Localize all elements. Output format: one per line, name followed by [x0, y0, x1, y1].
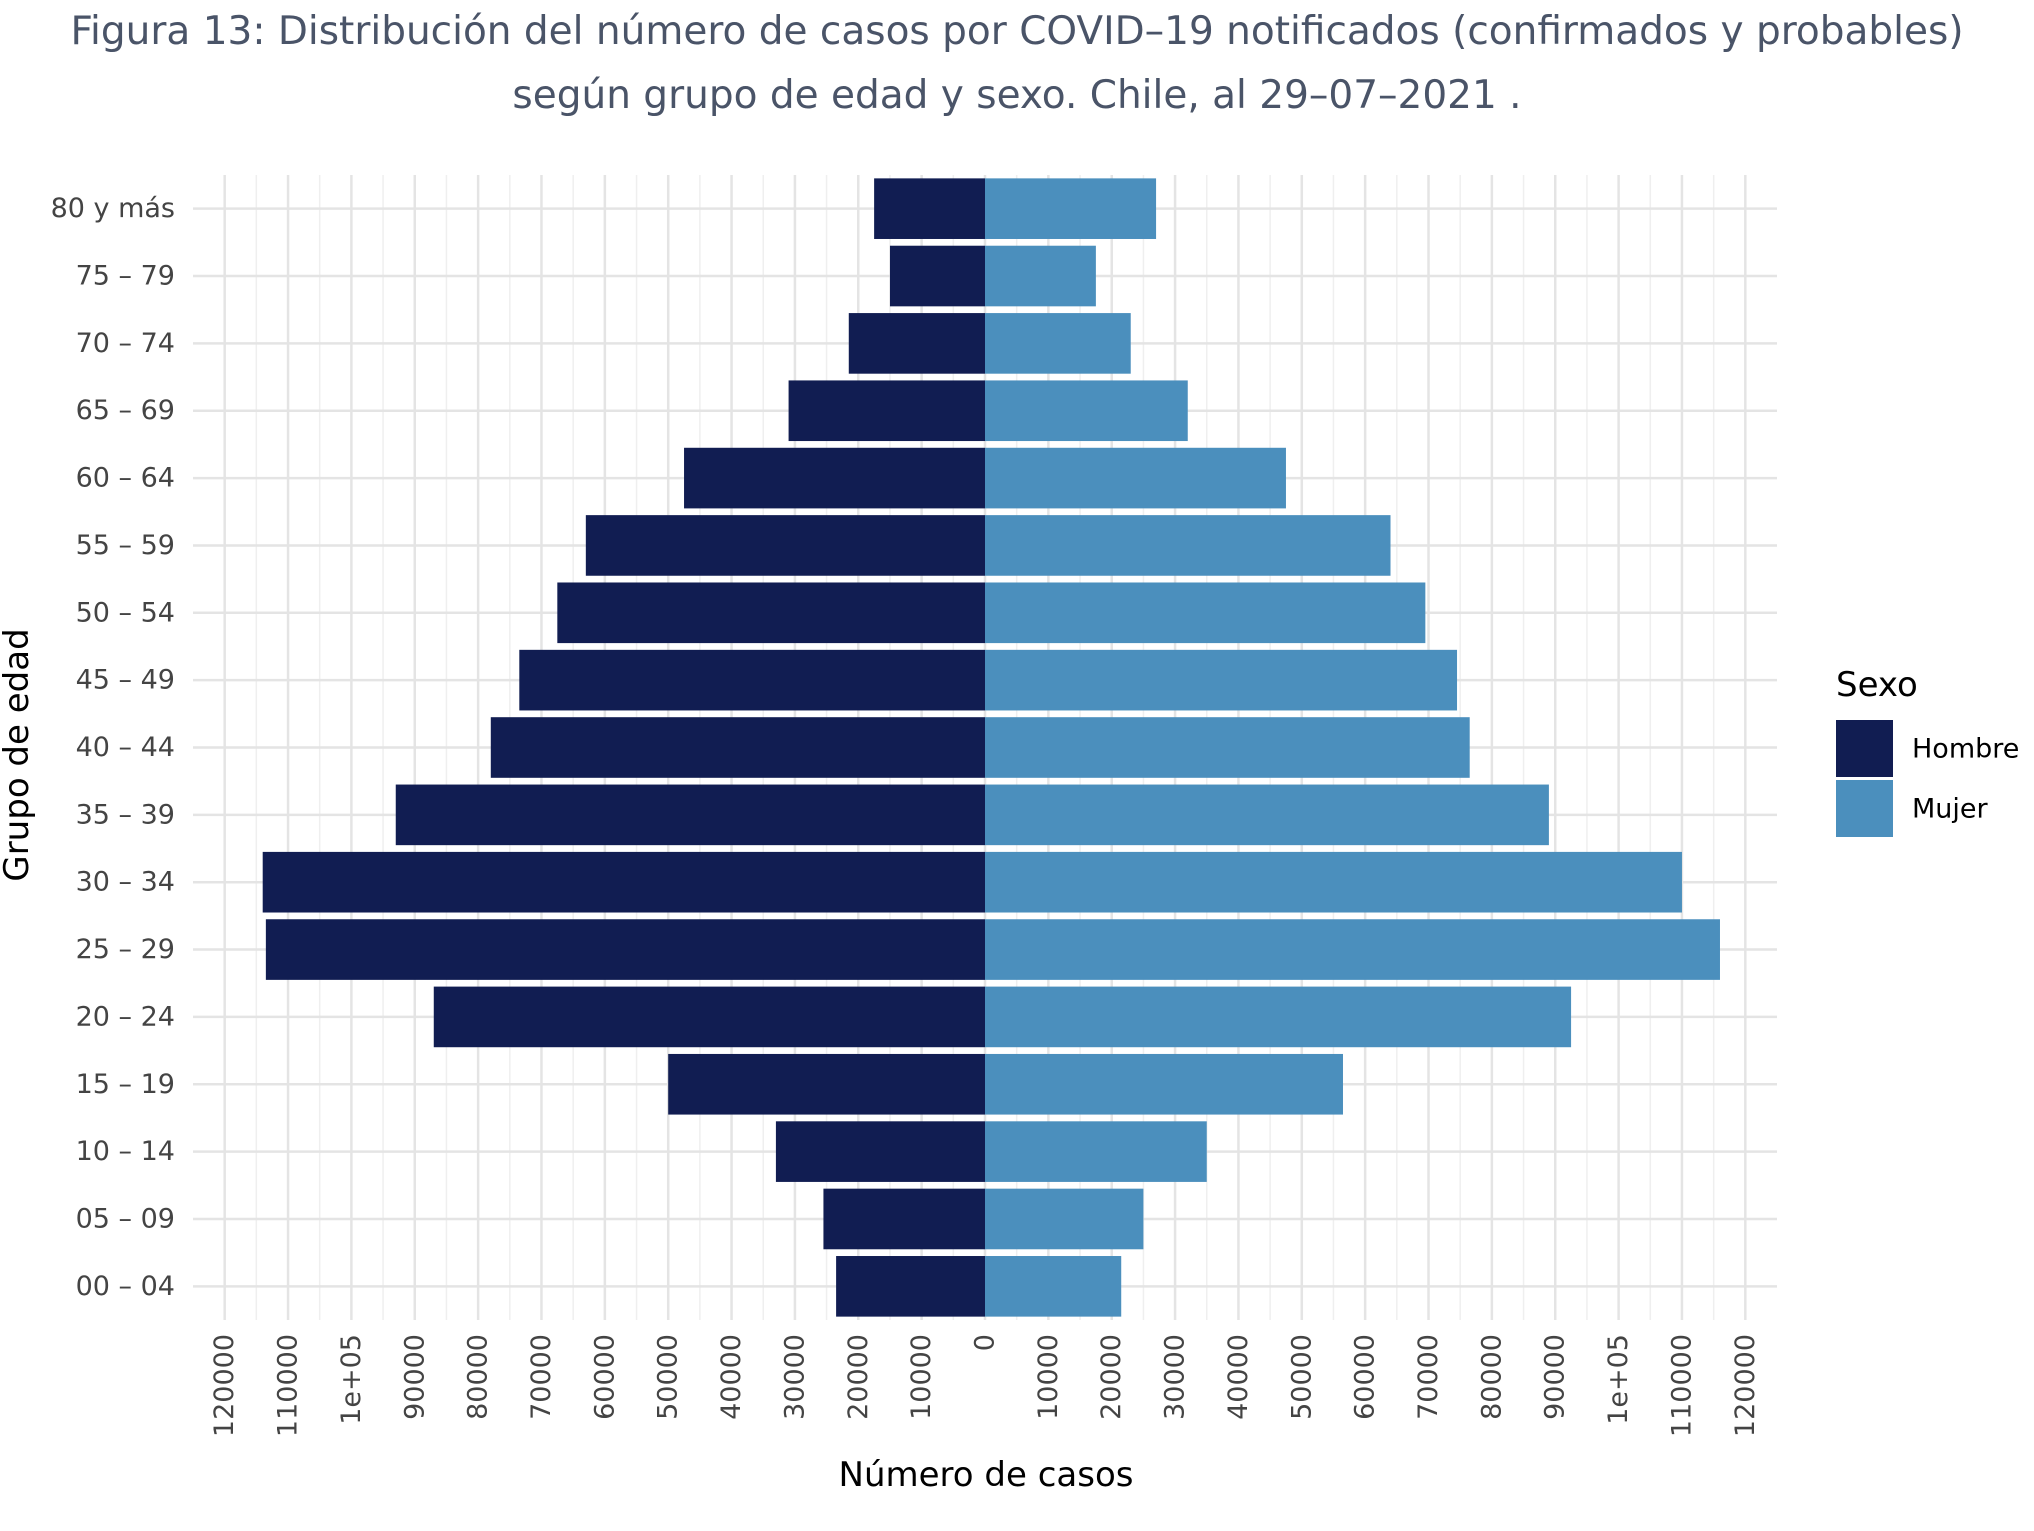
x-tick-label: 30000 — [779, 1334, 810, 1420]
y-tick-label: 55 – 59 — [76, 530, 175, 561]
y-tick-label: 70 – 74 — [76, 328, 175, 359]
bar-hombre-15 — [823, 1188, 985, 1250]
bar-hombre-13 — [668, 1053, 985, 1115]
y-tick-label: 50 – 54 — [76, 597, 175, 628]
bar-mujer-3 — [985, 380, 1188, 442]
x-tick-label: 90000 — [399, 1334, 430, 1420]
x-tick-label: 0 — [970, 1334, 1001, 1351]
bar-hombre-8 — [490, 717, 985, 778]
bar-hombre-2 — [848, 313, 985, 374]
y-tick-label: 00 – 04 — [76, 1271, 175, 1302]
bar-hombre-6 — [557, 582, 985, 644]
x-tick-label: 40000 — [1223, 1334, 1254, 1420]
legend-label-hombre: Hombre — [1912, 734, 2019, 765]
legend-swatch-mujer — [1836, 780, 1893, 837]
y-tick-label: 65 – 69 — [76, 395, 175, 426]
x-tick-label: 80000 — [463, 1334, 494, 1420]
y-tick-label: 15 – 19 — [76, 1069, 175, 1100]
bar-mujer-0 — [985, 178, 1157, 239]
bar-mujer-6 — [985, 582, 1426, 644]
x-tick-label: 20000 — [1096, 1334, 1127, 1420]
y-tick-label: 80 y más — [51, 193, 175, 224]
x-tick-label: 90000 — [1540, 1334, 1571, 1420]
bar-hombre-11 — [265, 919, 985, 980]
y-tick-label: 45 – 49 — [76, 665, 175, 696]
x-tick-label: 40000 — [716, 1334, 747, 1420]
y-tick-label: 10 – 14 — [76, 1136, 175, 1167]
bar-mujer-2 — [985, 313, 1131, 374]
legend-label-mujer: Mujer — [1912, 794, 1989, 825]
x-tick-label: 1e+05 — [336, 1334, 367, 1425]
bar-hombre-1 — [889, 245, 985, 307]
bar-hombre-16 — [836, 1256, 985, 1317]
y-axis-tick-labels: 80 y más 75 – 79 70 – 74 65 – 69 60 – 64 55 –… — [51, 193, 175, 1302]
bars — [262, 178, 1720, 1317]
x-tick-label: 120000 — [209, 1334, 240, 1437]
bar-mujer-12 — [985, 986, 1572, 1048]
bar-hombre-12 — [433, 986, 985, 1048]
x-tick-label: 60000 — [1350, 1334, 1381, 1420]
bar-mujer-14 — [985, 1121, 1207, 1182]
y-axis-label: Grupo de edad — [0, 628, 37, 881]
bar-mujer-7 — [985, 649, 1458, 711]
legend-swatch-hombre — [1836, 720, 1893, 777]
x-tick-label: 60000 — [589, 1334, 620, 1420]
bar-hombre-14 — [775, 1121, 985, 1182]
x-tick-label: 10000 — [906, 1334, 937, 1420]
bar-hombre-9 — [395, 784, 985, 846]
y-tick-label: 20 – 24 — [76, 1001, 175, 1032]
x-tick-label: 120000 — [1730, 1334, 1761, 1437]
y-tick-label: 05 – 09 — [76, 1203, 175, 1234]
bar-hombre-4 — [684, 447, 985, 509]
y-tick-label: 40 – 44 — [76, 732, 175, 763]
bar-mujer-9 — [985, 784, 1549, 846]
x-tick-label: 50000 — [653, 1334, 684, 1420]
legend-items: Hombre Mujer — [1836, 720, 2019, 837]
x-tick-label: 110000 — [273, 1334, 304, 1437]
bar-mujer-4 — [985, 447, 1286, 509]
legend-title: Sexo — [1836, 665, 1918, 705]
bar-hombre-5 — [585, 515, 985, 576]
bar-hombre-0 — [874, 178, 985, 239]
bar-mujer-16 — [985, 1256, 1122, 1317]
y-tick-label: 30 – 34 — [76, 867, 175, 898]
x-tick-label: 110000 — [1666, 1334, 1697, 1437]
bar-mujer-10 — [985, 851, 1682, 913]
x-tick-label: 1e+05 — [1603, 1334, 1634, 1425]
y-tick-label: 25 – 29 — [76, 934, 175, 965]
legend: Sexo Hombre Mujer — [1836, 665, 2019, 837]
bar-hombre-10 — [262, 851, 985, 913]
bar-mujer-13 — [985, 1053, 1343, 1115]
chart-title: Figura 13: Distribución del número de ca… — [70, 9, 1963, 54]
x-axis-tick-labels: 120000 110000 1e+05 90000 80000 70000 60000 500… — [209, 1334, 1761, 1437]
x-tick-label: 20000 — [843, 1334, 874, 1420]
bar-hombre-7 — [519, 649, 985, 711]
bar-hombre-3 — [788, 380, 985, 442]
bar-mujer-5 — [985, 515, 1391, 576]
chart-subtitle: según grupo de edad y sexo. Chile, al 29… — [512, 73, 1521, 118]
bar-mujer-1 — [985, 245, 1096, 307]
bar-mujer-8 — [985, 717, 1470, 778]
x-tick-label: 70000 — [1413, 1334, 1444, 1420]
y-tick-label: 60 – 64 — [76, 463, 175, 494]
bar-mujer-15 — [985, 1188, 1144, 1250]
x-tick-label: 80000 — [1476, 1334, 1507, 1420]
y-tick-label: 35 – 39 — [76, 799, 175, 830]
x-tick-label: 50000 — [1286, 1334, 1317, 1420]
x-axis-label: Número de casos — [839, 1455, 1134, 1495]
x-tick-label: 70000 — [526, 1334, 557, 1420]
x-tick-label: 10000 — [1033, 1334, 1064, 1420]
x-tick-label: 30000 — [1160, 1334, 1191, 1420]
bar-mujer-11 — [985, 919, 1720, 980]
y-tick-label: 75 – 79 — [76, 261, 175, 292]
